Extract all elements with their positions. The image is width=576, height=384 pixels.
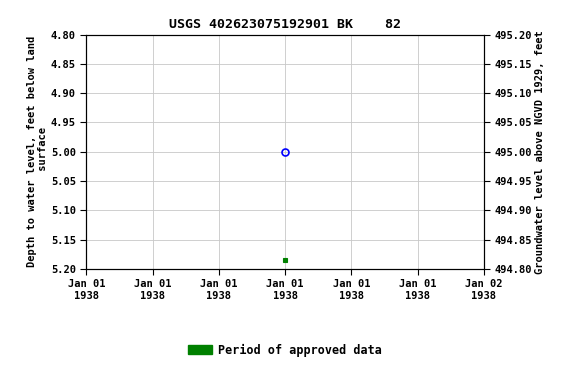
Legend: Period of approved data: Period of approved data [188, 344, 382, 357]
Y-axis label: Groundwater level above NGVD 1929, feet: Groundwater level above NGVD 1929, feet [535, 30, 544, 273]
Title: USGS 402623075192901 BK    82: USGS 402623075192901 BK 82 [169, 18, 401, 31]
Y-axis label: Depth to water level, feet below land
 surface: Depth to water level, feet below land su… [26, 36, 48, 267]
